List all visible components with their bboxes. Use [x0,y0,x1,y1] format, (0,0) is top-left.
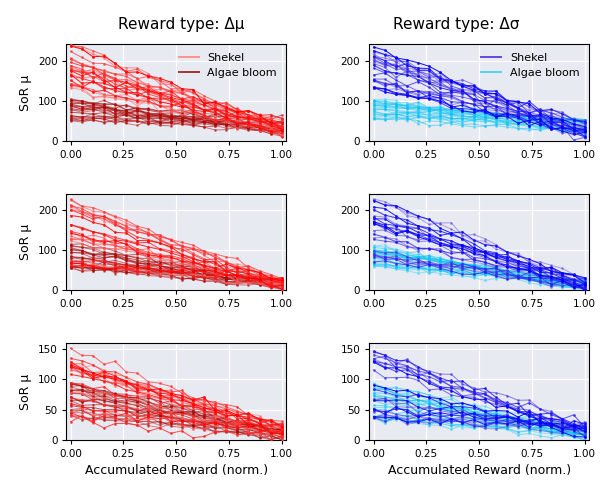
Y-axis label: SoR μ: SoR μ [19,373,32,410]
Y-axis label: SoR μ: SoR μ [19,224,32,260]
Text: Reward type: Δμ: Reward type: Δμ [118,17,245,32]
Y-axis label: SoR μ: SoR μ [19,75,32,111]
Text: Reward type: Δσ: Reward type: Δσ [393,17,519,32]
Legend: Shekel, Algae bloom: Shekel, Algae bloom [175,50,280,81]
X-axis label: Accumulated Reward (norm.): Accumulated Reward (norm.) [388,464,571,477]
X-axis label: Accumulated Reward (norm.): Accumulated Reward (norm.) [85,464,268,477]
Legend: Shekel, Algae bloom: Shekel, Algae bloom [478,50,583,81]
